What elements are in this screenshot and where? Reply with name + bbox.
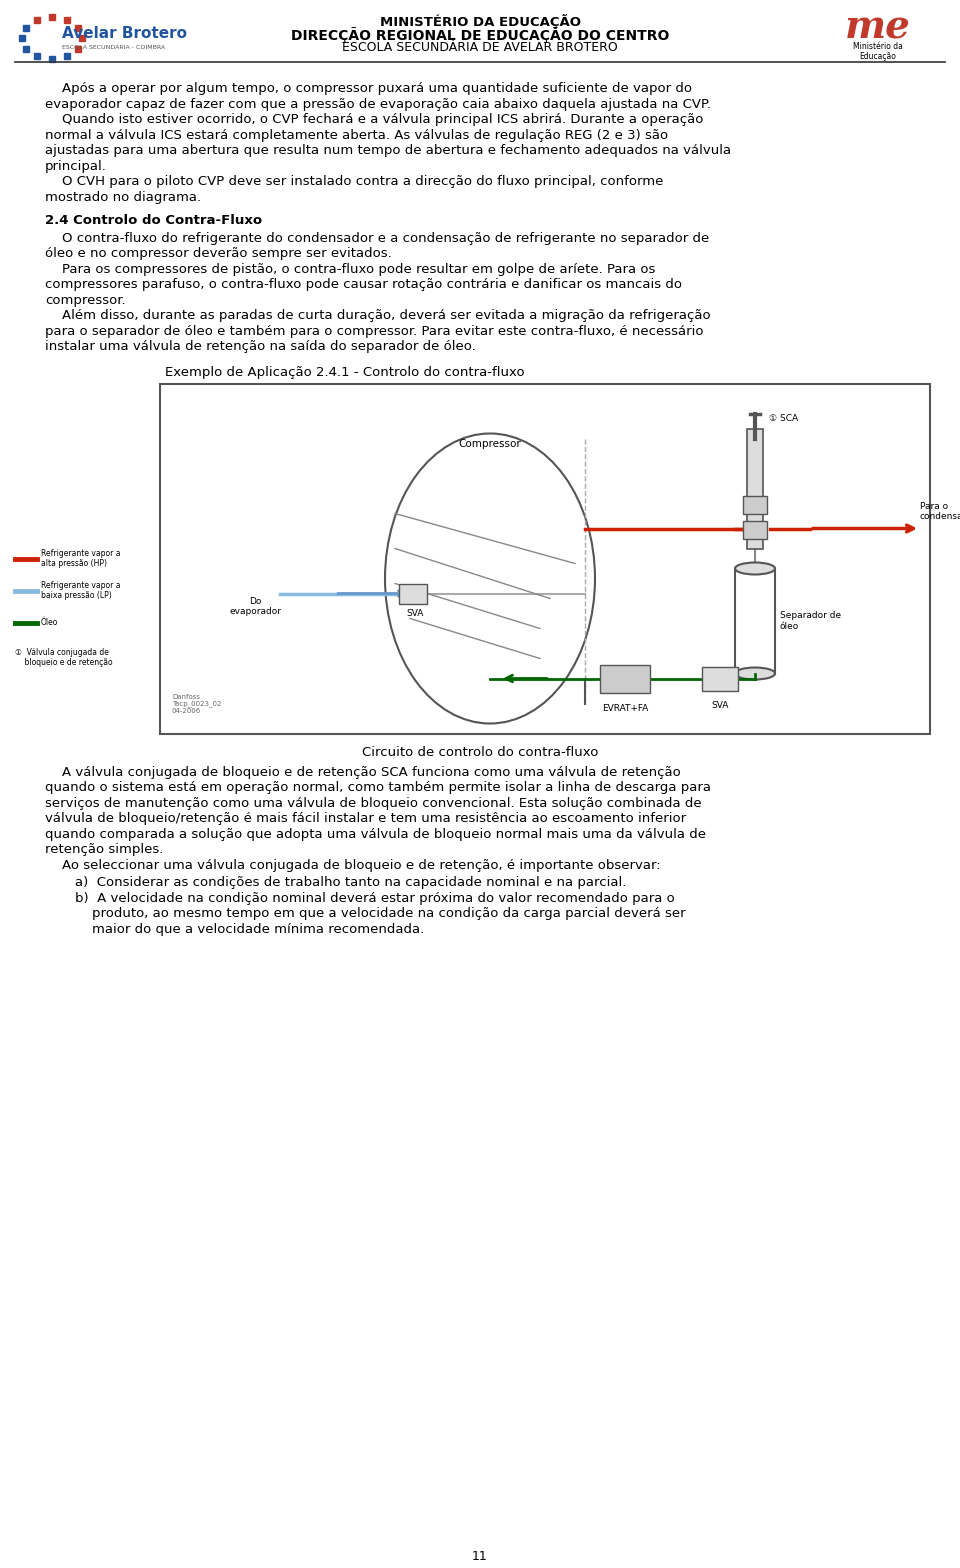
Text: Para o
condensador: Para o condensador bbox=[920, 502, 960, 521]
Text: Ao seleccionar uma válvula conjugada de bloqueio e de retenção, é importante obs: Ao seleccionar uma válvula conjugada de … bbox=[45, 859, 660, 872]
Text: SVA: SVA bbox=[406, 608, 423, 618]
Bar bbox=[399, 583, 427, 604]
Text: me: me bbox=[845, 8, 911, 45]
Text: Exemplo de Aplicação 2.4.1 - Controlo do contra-fluxo: Exemplo de Aplicação 2.4.1 - Controlo do… bbox=[165, 365, 524, 378]
Bar bbox=[735, 569, 775, 674]
Text: normal a válvula ICS estará completamente aberta. As válvulas de regulação REG (: normal a válvula ICS estará completament… bbox=[45, 129, 668, 141]
Text: 11: 11 bbox=[472, 1551, 488, 1563]
Text: Circuito de controlo do contra-fluxo: Circuito de controlo do contra-fluxo bbox=[362, 745, 598, 759]
Text: para o separador de óleo e também para o compressor. Para evitar este contra-flu: para o separador de óleo e também para o… bbox=[45, 325, 704, 337]
Text: a)  Considerar as condições de trabalho tanto na capacidade nominal e na parcial: a) Considerar as condições de trabalho t… bbox=[75, 877, 626, 889]
Text: Após a operar por algum tempo, o compressor puxará uma quantidade suficiente de : Após a operar por algum tempo, o compres… bbox=[45, 82, 692, 96]
Text: Quando isto estiver ocorrido, o CVP fechará e a válvula principal ICS abrirá. Du: Quando isto estiver ocorrido, o CVP fech… bbox=[45, 113, 704, 125]
Text: Danfoss
Tacp_0023_02
04-2006: Danfoss Tacp_0023_02 04-2006 bbox=[172, 693, 222, 715]
Text: A válvula conjugada de bloqueio e de retenção SCA funciona como uma válvula de r: A válvula conjugada de bloqueio e de ret… bbox=[45, 765, 681, 778]
Text: quando o sistema está em operação normal, como também permite isolar a linha de : quando o sistema está em operação normal… bbox=[45, 781, 711, 793]
Bar bbox=[600, 665, 650, 693]
Text: Refrigerante vapor a
alta pressão (HP): Refrigerante vapor a alta pressão (HP) bbox=[41, 549, 121, 568]
Text: Separador de
óleo: Separador de óleo bbox=[780, 612, 841, 630]
Text: b)  A velocidade na condição nominal deverá estar próxima do valor recomendado p: b) A velocidade na condição nominal deve… bbox=[75, 892, 675, 905]
Text: produto, ao mesmo tempo em que a velocidade na condição da carga parcial deverá : produto, ao mesmo tempo em que a velocid… bbox=[75, 906, 685, 920]
Bar bbox=[160, 384, 930, 734]
Text: válvula de bloqueio/retenção é mais fácil instalar e tem uma resistência ao esco: válvula de bloqueio/retenção é mais fáci… bbox=[45, 812, 686, 825]
Text: DIRECÇÃO REGIONAL DE EDUCAÇÃO DO CENTRO: DIRECÇÃO REGIONAL DE EDUCAÇÃO DO CENTRO bbox=[291, 27, 669, 42]
Text: Para os compressores de pistão, o contra-fluxo pode resultar em golpe de aríete.: Para os compressores de pistão, o contra… bbox=[45, 262, 656, 276]
Bar bbox=[743, 521, 767, 538]
Ellipse shape bbox=[735, 668, 775, 679]
Text: ajustadas para uma abertura que resulta num tempo de abertura e fechamento adequ: ajustadas para uma abertura que resulta … bbox=[45, 144, 732, 157]
Text: Óleo: Óleo bbox=[41, 618, 59, 627]
Text: instalar uma válvula de retenção na saída do separador de óleo.: instalar uma válvula de retenção na saíd… bbox=[45, 340, 476, 353]
Text: MINISTÉRIO DA EDUCAÇÃO: MINISTÉRIO DA EDUCAÇÃO bbox=[379, 14, 581, 28]
Text: Refrigerante vapor a
baixa pressão (LP): Refrigerante vapor a baixa pressão (LP) bbox=[41, 580, 121, 601]
Text: O contra-fluxo do refrigerante do condensador e a condensação de refrigerante no: O contra-fluxo do refrigerante do conden… bbox=[45, 232, 709, 245]
Text: Do
evaporador: Do evaporador bbox=[229, 597, 281, 616]
Bar bbox=[702, 666, 738, 690]
Text: ESCOLA SECUNDÁRIA DE AVELAR BROTERO: ESCOLA SECUNDÁRIA DE AVELAR BROTERO bbox=[342, 41, 618, 53]
Bar bbox=[743, 495, 767, 513]
Text: ①  Válvula conjugada de
    bloqueio e de retenção: ① Válvula conjugada de bloqueio e de ret… bbox=[15, 648, 112, 668]
Bar bbox=[747, 428, 763, 549]
Text: óleo e no compressor deverão sempre ser evitados.: óleo e no compressor deverão sempre ser … bbox=[45, 248, 392, 260]
Ellipse shape bbox=[385, 433, 595, 723]
Text: Ministério da
Educação: Ministério da Educação bbox=[853, 42, 903, 61]
Text: 2.4 Controlo do Contra-Fluxo: 2.4 Controlo do Contra-Fluxo bbox=[45, 213, 262, 227]
Text: serviços de manutenção como uma válvula de bloqueio convencional. Esta solução c: serviços de manutenção como uma válvula … bbox=[45, 797, 702, 809]
Text: retenção simples.: retenção simples. bbox=[45, 844, 163, 856]
Text: principal.: principal. bbox=[45, 160, 107, 172]
Text: evaporador capaz de fazer com que a pressão de evaporação caia abaixo daquela aj: evaporador capaz de fazer com que a pres… bbox=[45, 97, 711, 110]
Text: ① SCA: ① SCA bbox=[769, 414, 798, 423]
Text: SVA: SVA bbox=[711, 701, 729, 710]
Text: Compressor: Compressor bbox=[459, 439, 521, 448]
Ellipse shape bbox=[735, 563, 775, 574]
Text: quando comparada a solução que adopta uma válvula de bloqueio normal mais uma da: quando comparada a solução que adopta um… bbox=[45, 828, 706, 840]
Text: maior do que a velocidade mínima recomendada.: maior do que a velocidade mínima recomen… bbox=[75, 922, 424, 936]
Text: ESCOLA SECUNDÁRIA - COIMBRA: ESCOLA SECUNDÁRIA - COIMBRA bbox=[62, 44, 165, 50]
Text: EVRAT+FA: EVRAT+FA bbox=[602, 704, 648, 713]
Text: Além disso, durante as paradas de curta duração, deverá ser evitada a migração d: Além disso, durante as paradas de curta … bbox=[45, 309, 710, 321]
Text: O CVH para o piloto CVP deve ser instalado contra a direcção do fluxo principal,: O CVH para o piloto CVP deve ser instala… bbox=[45, 176, 663, 188]
Text: compressores parafuso, o contra-fluxo pode causar rotação contrária e danificar : compressores parafuso, o contra-fluxo po… bbox=[45, 278, 682, 292]
Text: Avelar Brotero: Avelar Brotero bbox=[62, 25, 187, 41]
Text: compressor.: compressor. bbox=[45, 293, 126, 306]
Text: mostrado no diagrama.: mostrado no diagrama. bbox=[45, 190, 202, 204]
